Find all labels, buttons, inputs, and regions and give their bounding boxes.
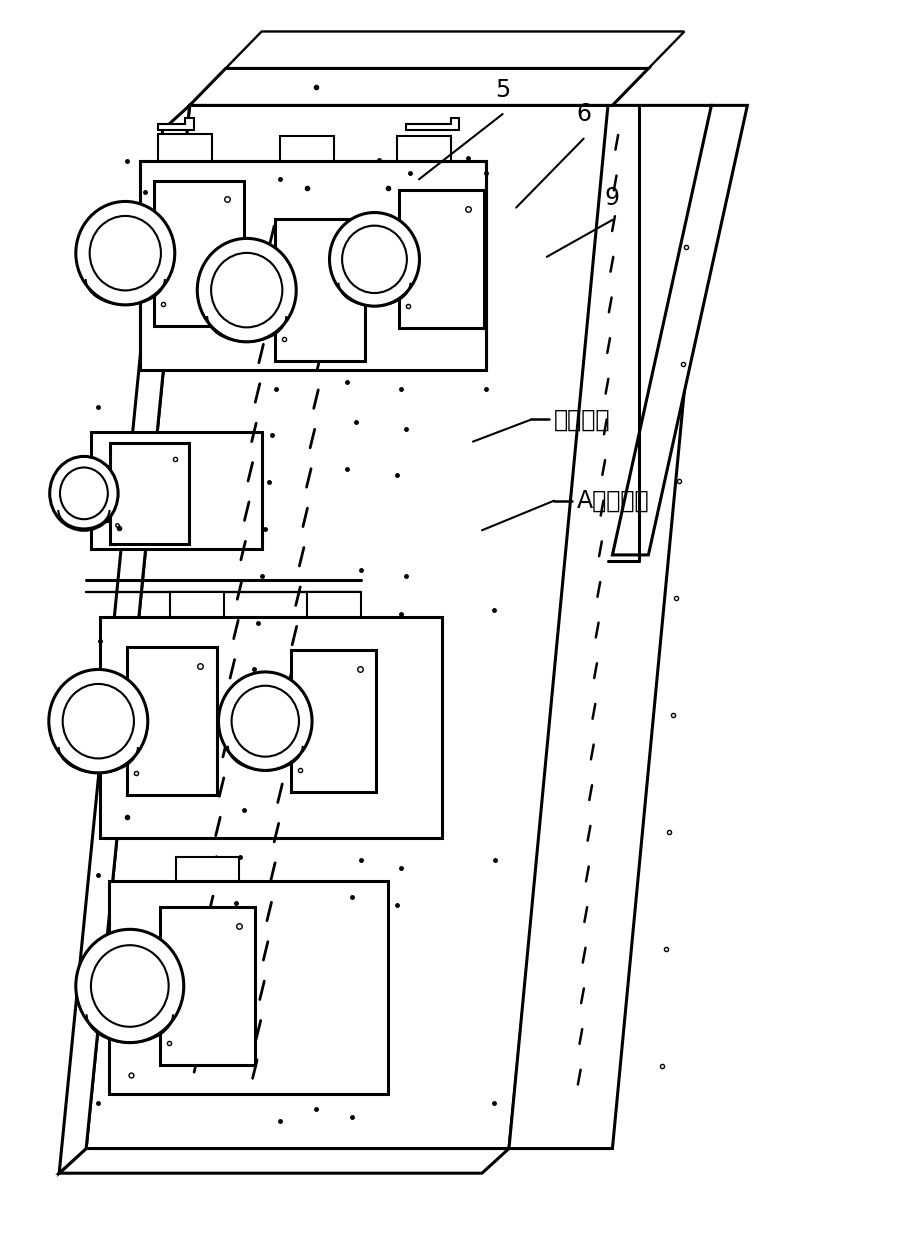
- Polygon shape: [306, 592, 360, 616]
- Ellipse shape: [60, 467, 108, 519]
- Polygon shape: [141, 160, 487, 370]
- Ellipse shape: [76, 930, 184, 1043]
- Polygon shape: [399, 190, 484, 328]
- Polygon shape: [91, 432, 261, 549]
- Polygon shape: [159, 117, 194, 129]
- Polygon shape: [110, 443, 188, 544]
- Polygon shape: [509, 105, 712, 1149]
- Polygon shape: [100, 616, 441, 838]
- Polygon shape: [109, 882, 387, 1095]
- Ellipse shape: [330, 212, 420, 306]
- Ellipse shape: [90, 216, 161, 291]
- Polygon shape: [159, 133, 212, 160]
- Polygon shape: [59, 1149, 509, 1173]
- Polygon shape: [86, 105, 613, 1149]
- Polygon shape: [396, 136, 450, 160]
- Polygon shape: [613, 105, 747, 555]
- Text: 9: 9: [605, 186, 620, 210]
- Polygon shape: [169, 592, 223, 616]
- Ellipse shape: [232, 686, 299, 757]
- Ellipse shape: [49, 670, 148, 773]
- Ellipse shape: [91, 946, 168, 1027]
- Ellipse shape: [63, 684, 134, 758]
- Ellipse shape: [211, 253, 282, 328]
- Text: 6: 6: [576, 102, 591, 126]
- Ellipse shape: [218, 672, 312, 771]
- Text: 5: 5: [495, 78, 510, 101]
- Polygon shape: [225, 32, 685, 69]
- Ellipse shape: [50, 456, 118, 530]
- Polygon shape: [59, 105, 189, 1173]
- Polygon shape: [176, 857, 239, 882]
- Ellipse shape: [342, 226, 407, 293]
- Polygon shape: [279, 136, 333, 160]
- Polygon shape: [291, 650, 377, 792]
- Polygon shape: [405, 117, 460, 129]
- Ellipse shape: [76, 201, 175, 305]
- Polygon shape: [275, 219, 365, 361]
- Polygon shape: [127, 647, 216, 795]
- Polygon shape: [154, 180, 243, 326]
- Ellipse shape: [197, 238, 296, 342]
- Text: 航插法兰: 航插法兰: [554, 407, 611, 432]
- Text: A（公头）: A（公头）: [577, 488, 649, 513]
- Polygon shape: [189, 69, 649, 105]
- Polygon shape: [160, 907, 255, 1065]
